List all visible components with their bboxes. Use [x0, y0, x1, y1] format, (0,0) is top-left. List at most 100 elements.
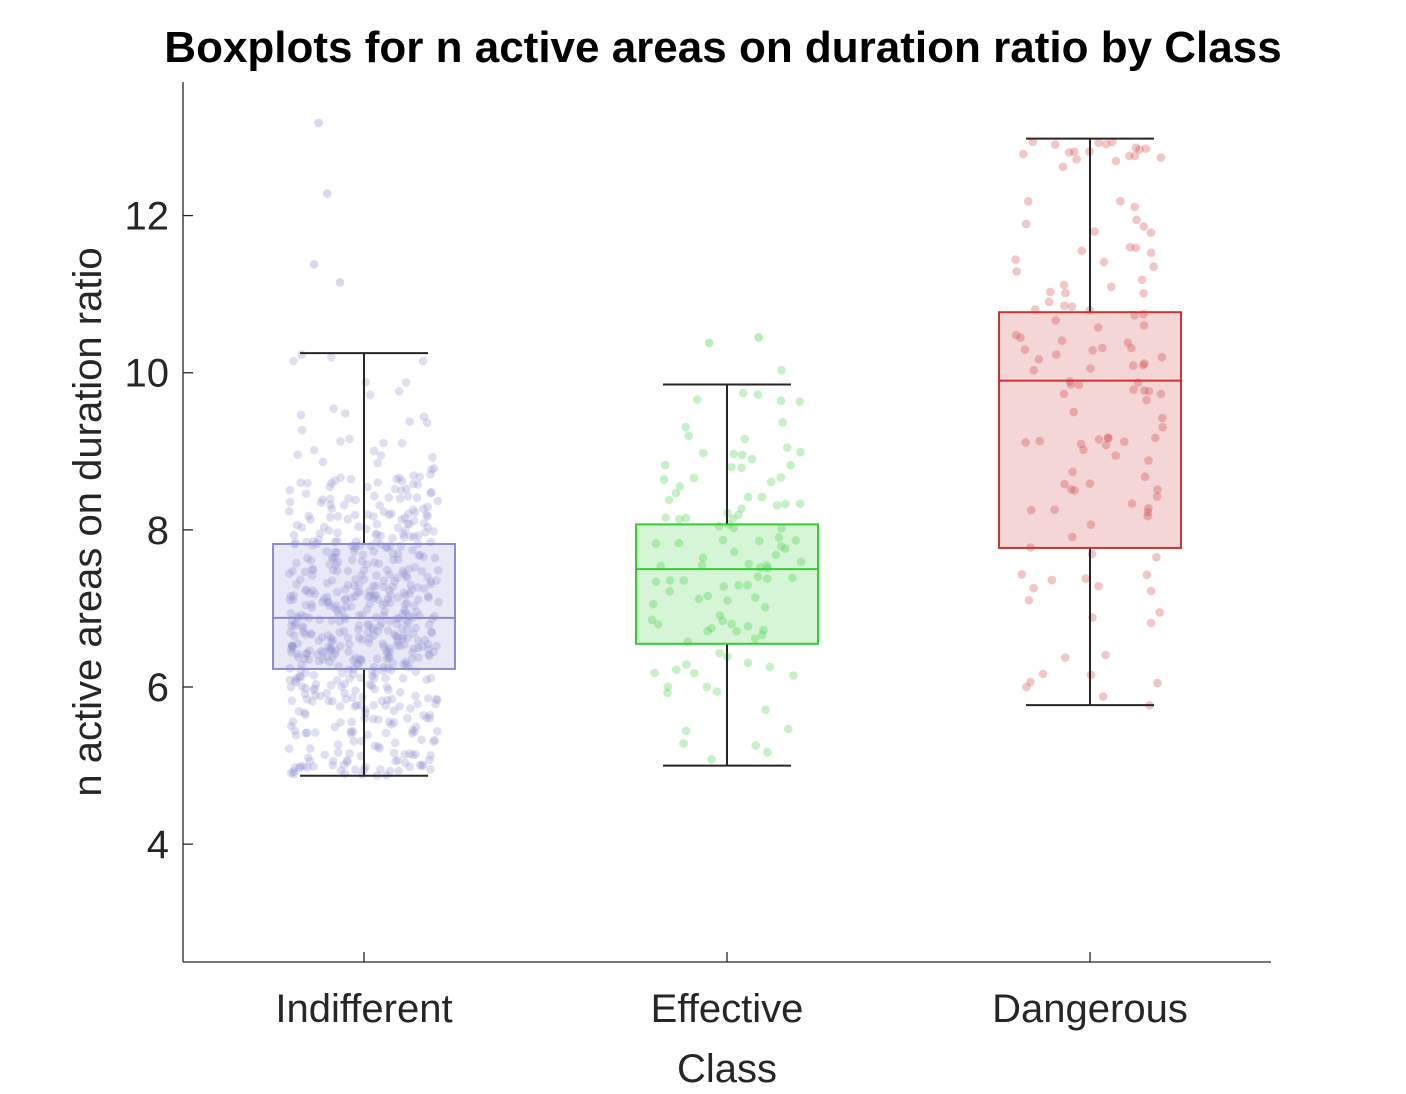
data-point	[316, 498, 326, 507]
data-point	[394, 549, 403, 558]
data-point	[393, 555, 403, 564]
data-point	[354, 625, 363, 634]
data-point	[649, 599, 658, 609]
data-point	[697, 561, 707, 570]
data-point	[729, 523, 739, 533]
data-point	[1066, 485, 1076, 494]
data-point	[299, 762, 308, 771]
data-point	[336, 473, 346, 482]
data-point	[290, 676, 300, 685]
data-point	[407, 654, 417, 664]
data-point	[414, 643, 423, 653]
data-point	[369, 673, 379, 683]
data-point	[365, 599, 375, 608]
data-point	[397, 486, 406, 495]
data-point	[385, 644, 394, 653]
data-point	[382, 654, 392, 664]
data-point	[723, 596, 732, 605]
data-point	[306, 556, 316, 565]
data-point	[390, 577, 400, 586]
data-point	[419, 518, 429, 528]
data-point	[675, 482, 684, 491]
data-point	[766, 477, 776, 487]
data-point	[674, 538, 684, 548]
data-point	[375, 744, 384, 753]
data-point	[407, 585, 417, 595]
data-point	[325, 560, 335, 569]
data-point	[400, 750, 409, 759]
data-point	[392, 641, 402, 650]
data-point	[414, 636, 423, 645]
data-point	[1155, 608, 1164, 617]
data-point	[369, 714, 378, 724]
data-point	[702, 682, 712, 692]
data-point	[1153, 485, 1162, 494]
data-point	[1111, 451, 1120, 460]
data-point	[307, 600, 316, 609]
data-point	[340, 688, 350, 698]
data-point	[379, 507, 389, 516]
data-point	[415, 472, 425, 482]
data-point	[689, 473, 699, 483]
data-point	[350, 543, 359, 553]
data-point	[679, 739, 688, 748]
data-point	[1146, 248, 1156, 257]
data-point	[368, 623, 377, 632]
data-point	[430, 553, 440, 563]
data-point	[371, 668, 380, 677]
data-point	[1090, 227, 1099, 236]
data-point	[781, 499, 790, 509]
data-point	[328, 636, 338, 645]
y-tick-label: 10	[125, 352, 170, 396]
data-point	[757, 492, 767, 502]
data-point	[311, 728, 320, 737]
data-point	[318, 648, 328, 657]
data-point	[433, 695, 442, 705]
data-point	[384, 510, 394, 519]
data-point	[308, 586, 318, 595]
outlier-point	[314, 118, 323, 128]
data-point	[314, 656, 324, 666]
data-point	[1011, 330, 1021, 340]
data-point	[341, 694, 351, 704]
data-point	[413, 595, 423, 605]
data-point	[783, 724, 793, 734]
data-point	[348, 693, 357, 703]
data-point	[326, 681, 336, 690]
data-point	[289, 767, 299, 776]
data-point	[341, 409, 350, 418]
y-tick-label: 4	[147, 823, 169, 867]
data-point	[405, 417, 414, 426]
y-axis-label: n active areas on duration ratio	[66, 247, 110, 796]
data-point	[1034, 355, 1044, 364]
data-point	[324, 642, 333, 652]
data-point	[327, 353, 336, 362]
data-point	[754, 536, 764, 546]
data-point	[356, 673, 366, 683]
data-point	[307, 603, 317, 612]
data-point	[429, 647, 439, 657]
data-point	[1141, 144, 1151, 153]
data-point	[336, 718, 345, 727]
data-point	[285, 675, 295, 685]
data-point	[751, 741, 760, 750]
data-point	[363, 510, 373, 519]
data-point	[1137, 275, 1147, 285]
data-point	[286, 609, 296, 618]
data-point	[384, 685, 393, 695]
data-point	[297, 660, 307, 669]
data-point	[343, 515, 353, 524]
data-point	[400, 600, 410, 609]
data-point	[795, 499, 805, 509]
data-point	[287, 696, 297, 705]
data-point	[325, 645, 335, 655]
data-point	[411, 623, 421, 633]
data-point	[419, 552, 429, 562]
data-point	[1074, 380, 1084, 390]
data-point	[349, 547, 359, 556]
x-tick-label: Indifferent	[275, 987, 452, 1031]
data-point	[326, 644, 335, 653]
data-point	[288, 717, 298, 726]
data-point	[409, 644, 419, 653]
data-point	[1069, 147, 1079, 156]
